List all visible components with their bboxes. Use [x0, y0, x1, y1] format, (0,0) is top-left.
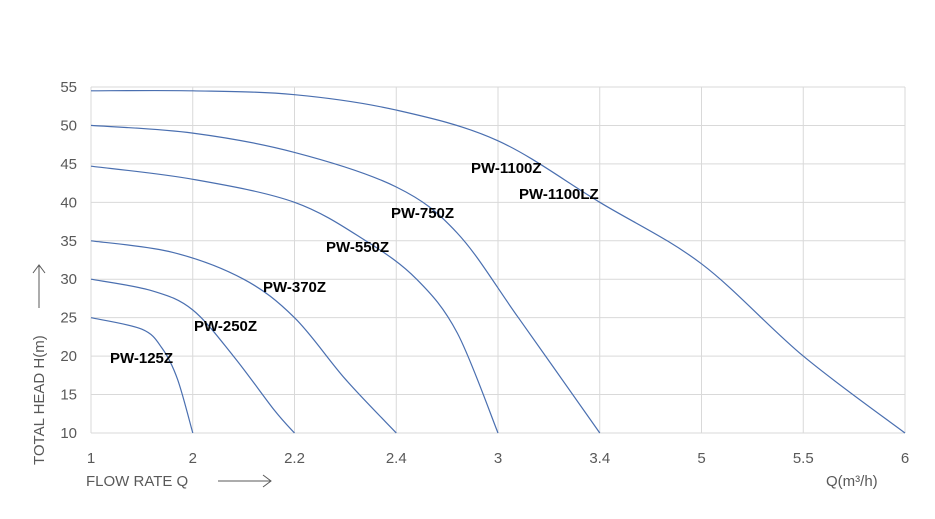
- series-label-pw-750z: PW-750Z: [391, 205, 454, 222]
- x-tick-label: 6: [901, 450, 909, 467]
- y-tick-label: 10: [60, 425, 77, 442]
- curve-pw-125z: [90, 317, 194, 434]
- x-tick-label: 5.5: [793, 450, 814, 467]
- y-tick-label: 55: [60, 79, 77, 96]
- curve-pw-750z: [90, 124, 601, 434]
- series-label-pw-550z: PW-550Z: [326, 239, 389, 256]
- series-label-pw-250z: PW-250Z: [194, 318, 257, 335]
- x-tick-label: 5: [697, 450, 705, 467]
- y-tick-label: 20: [60, 348, 77, 365]
- y-tick-label: 15: [60, 387, 77, 404]
- pump-curves: [90, 89, 906, 434]
- x-tick-label: 1: [87, 450, 95, 467]
- x-tick-label: 2.2: [284, 450, 305, 467]
- curve-pw-550z: [90, 165, 499, 434]
- x-axis-title: FLOW RATE Q: [86, 473, 188, 490]
- y-tick-labels: 10 15 20 25 30 35 40 45 50 55: [60, 79, 77, 442]
- x-tick-label: 2: [189, 450, 197, 467]
- x-axis-arrow: [218, 474, 272, 488]
- curve-pw-1100z-pw-1100lz: [90, 89, 906, 434]
- gridlines: [90, 86, 906, 434]
- y-tick-label: 25: [60, 310, 77, 327]
- series-label-pw-1100lz: PW-1100LZ: [519, 186, 599, 203]
- x-tick-labels: 1 2 2.2 2.4 3 3.4 5 5.5 6: [87, 450, 909, 467]
- x-tick-label: 3.4: [589, 450, 610, 467]
- curve-pw-370z: [90, 240, 397, 434]
- y-tick-label: 45: [60, 156, 77, 173]
- y-tick-label: 35: [60, 233, 77, 250]
- y-tick-label: 50: [60, 117, 77, 134]
- curve-pw-250z: [90, 278, 295, 434]
- series-label-pw-370z: PW-370Z: [263, 279, 326, 296]
- x-tick-label: 2.4: [386, 450, 407, 467]
- y-axis-title: TOTAL HEAD H(m): [31, 335, 48, 465]
- y-tick-label: 30: [60, 271, 77, 288]
- x-axis-unit: Q(m³/h): [826, 473, 878, 490]
- y-tick-label: 40: [60, 194, 77, 211]
- y-axis-arrow: [32, 264, 46, 308]
- series-label-pw-125z: PW-125Z: [110, 350, 173, 367]
- x-tick-label: 3: [494, 450, 502, 467]
- series-label-pw-1100z: PW-1100Z: [471, 160, 542, 177]
